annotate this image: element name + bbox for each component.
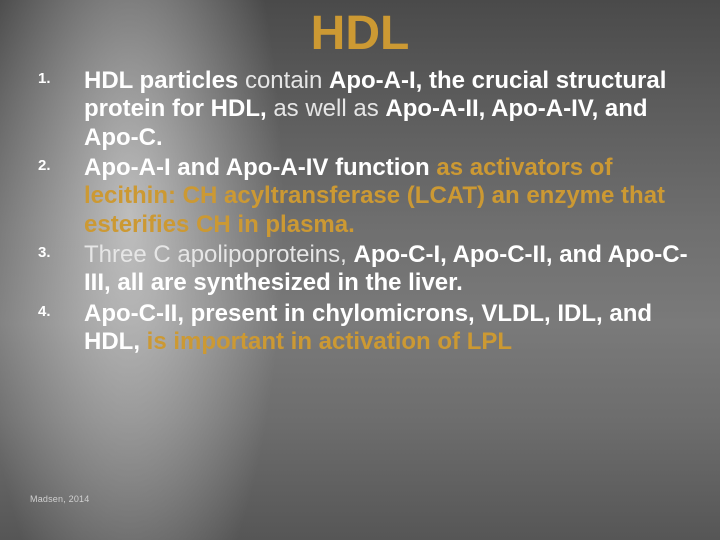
- list-item: Three C apolipoproteins, Apo-C-I, Apo-C-…: [84, 241, 690, 298]
- text-run: as well as: [273, 95, 385, 122]
- list-item: Apo-C-II, present in chylomicrons, VLDL,…: [84, 300, 690, 357]
- slide: HDL HDL particles contain Apo-A-I, the c…: [0, 0, 720, 540]
- text-run: Apo-C-II: [84, 300, 177, 327]
- list-item: Apo-A-I and Apo-A-IV function as activat…: [84, 154, 690, 239]
- text-run: , all are synthesized in the liver.: [104, 269, 463, 296]
- bullet-list: HDL particles contain Apo-A-I, the cruci…: [30, 67, 690, 356]
- text-run: Apo-A-I and Apo-A-IV function: [84, 154, 436, 181]
- text-run-highlight: is important in activation of LPL: [147, 328, 512, 355]
- text-run: Three C apolipoproteins,: [84, 241, 353, 268]
- list-item: HDL particles contain Apo-A-I, the cruci…: [84, 67, 690, 152]
- slide-title: HDL: [30, 6, 690, 61]
- footer-citation: Madsen, 2014: [30, 494, 89, 504]
- text-run: HDL particles: [84, 67, 245, 94]
- text-run: Apo-A-I: [329, 67, 416, 94]
- text-run: contain: [245, 67, 329, 94]
